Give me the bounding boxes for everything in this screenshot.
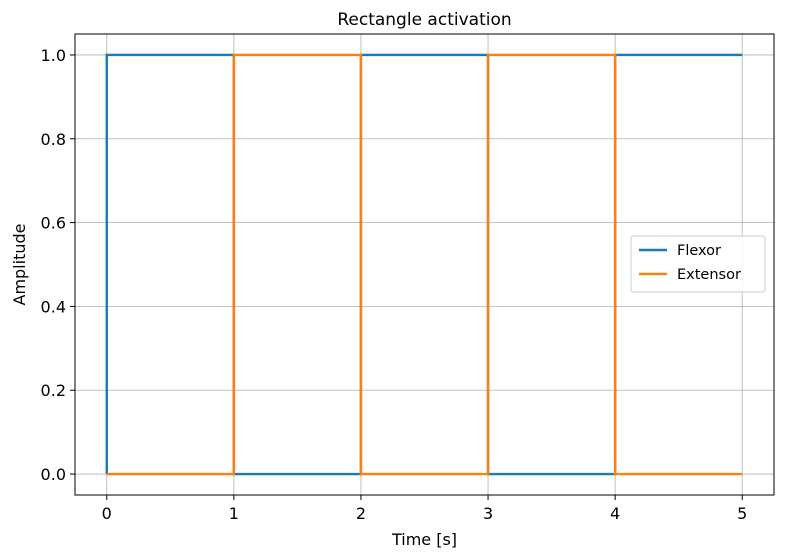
legend-label: Flexor [677,243,721,259]
y-tick-label: 1.0 [41,46,66,65]
legend-label: Extensor [677,267,741,283]
y-tick-label: 0.0 [41,465,66,484]
plot-frame [74,33,775,496]
x-axis-title: Time [s] [391,530,457,549]
y-tick-label: 0.2 [41,381,66,400]
plot-lines [105,53,743,476]
x-tick-label: 5 [737,504,747,523]
legend: Flexor Extensor [630,235,766,293]
x-tick-label: 1 [229,504,239,523]
chart-title: Rectangle activation [337,10,511,30]
x-tick-label: 3 [483,504,493,523]
y-tick-label: 0.8 [41,130,66,149]
x-tick-label: 4 [610,504,620,523]
y-axis-title: Amplitude [10,224,29,306]
y-tick-label: 0.6 [41,214,66,233]
x-tick-label: 2 [356,504,366,523]
x-tick-label: 0 [102,504,112,523]
axis-ticks: 0 1 2 3 4 5 0.0 0.2 0.4 0.6 0.8 1.0 [41,46,748,523]
series-line-extensor [106,53,743,476]
y-tick-label: 0.4 [41,297,66,316]
